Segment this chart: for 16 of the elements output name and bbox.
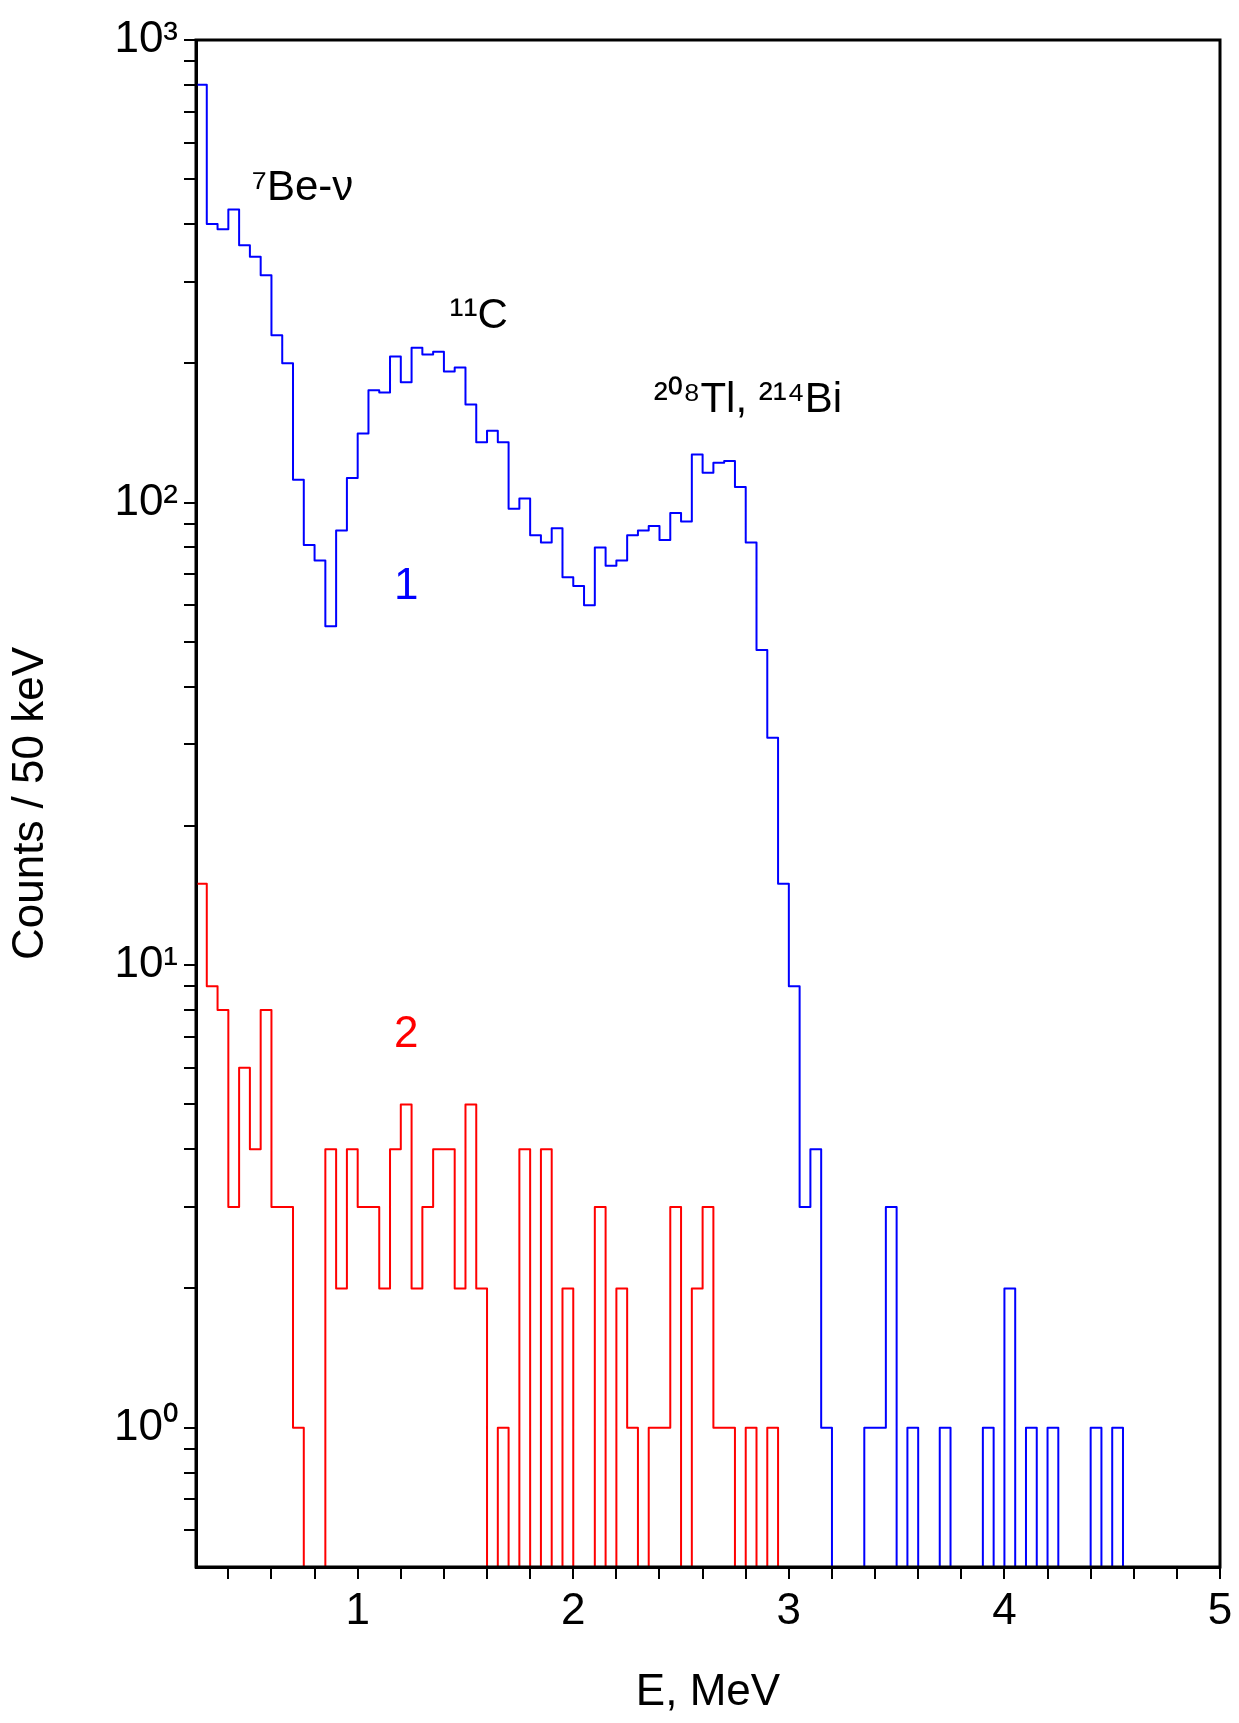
y-tick-label: 10¹ [114,937,178,987]
y-tick-label: 10³ [114,12,178,62]
y-tick-label: 10² [114,474,178,524]
x-tick-label: 3 [776,1583,802,1633]
x-tick-label: 5 [1207,1583,1233,1633]
x-axis-title: E, MeV [635,1664,781,1714]
series-label: 2 [393,1006,419,1056]
annotation: ⁷Be-ν [251,161,354,209]
y-tick-label: 10⁰ [114,1399,178,1449]
x-tick-label: 2 [561,1583,586,1633]
y-axis-title: Counts / 50 keV [2,646,52,961]
annotation: ²⁰⁸Tl, ²¹⁴Bi [653,373,843,421]
annotation: ¹¹C [449,289,508,337]
x-tick-label: 4 [992,1583,1017,1633]
series-label: 1 [393,559,419,609]
x-tick-label: 1 [345,1583,370,1633]
